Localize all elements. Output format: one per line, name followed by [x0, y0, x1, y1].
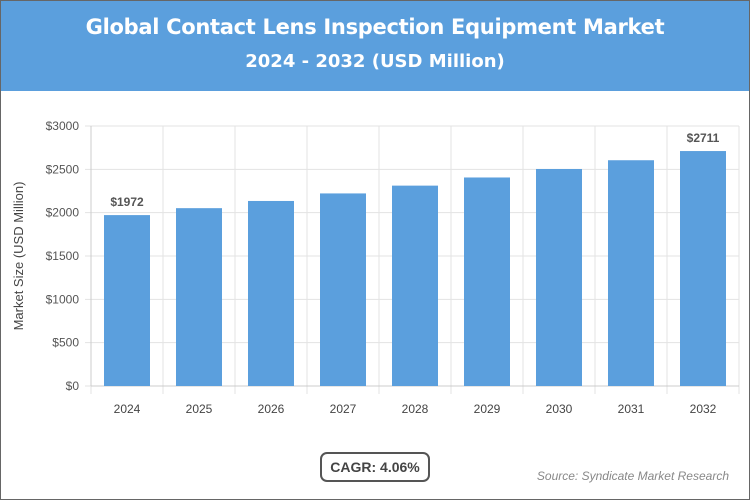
y-tick-label: $1500 — [46, 249, 80, 263]
bar-2032 — [680, 151, 726, 386]
source-note: Source: Syndicate Market Research — [536, 469, 729, 483]
chart-header: Global Contact Lens Inspection Equipment… — [1, 1, 749, 91]
bar-2029 — [464, 177, 510, 386]
cagr-badge: CAGR: 4.06% — [320, 452, 430, 482]
bar-2030 — [536, 168, 582, 386]
chart-title: Global Contact Lens Inspection Equipment… — [85, 15, 665, 39]
y-tick-label: $2500 — [46, 162, 80, 176]
data-label: $1972 — [110, 195, 144, 209]
x-tick-label: 2027 — [330, 402, 357, 416]
y-tick-label: $500 — [52, 336, 79, 350]
x-tick-label: 2025 — [186, 402, 213, 416]
x-tick-label: 2026 — [258, 402, 285, 416]
y-tick-label: $0 — [66, 379, 80, 393]
x-tick-label: 2032 — [690, 402, 717, 416]
y-tick-label: $1000 — [46, 292, 80, 306]
data-label: $2711 — [687, 131, 720, 145]
x-tick-label: 2024 — [114, 402, 141, 416]
y-axis-title: Market Size (USD Million) — [11, 182, 26, 331]
x-tick-label: 2030 — [546, 402, 573, 416]
bar-2027 — [320, 193, 366, 386]
y-tick-label: $3000 — [46, 119, 80, 133]
chart-subtitle: 2024 - 2032 (USD Million) — [245, 51, 505, 72]
x-tick-label: 2031 — [618, 402, 645, 416]
bar-2028 — [392, 185, 438, 386]
x-tick-label: 2029 — [474, 402, 501, 416]
bar-2024 — [104, 215, 150, 386]
bar-2026 — [248, 200, 294, 386]
bar-2025 — [176, 208, 222, 386]
bar-2031 — [608, 160, 654, 386]
y-tick-label: $2000 — [46, 206, 80, 220]
x-tick-label: 2028 — [402, 402, 429, 416]
